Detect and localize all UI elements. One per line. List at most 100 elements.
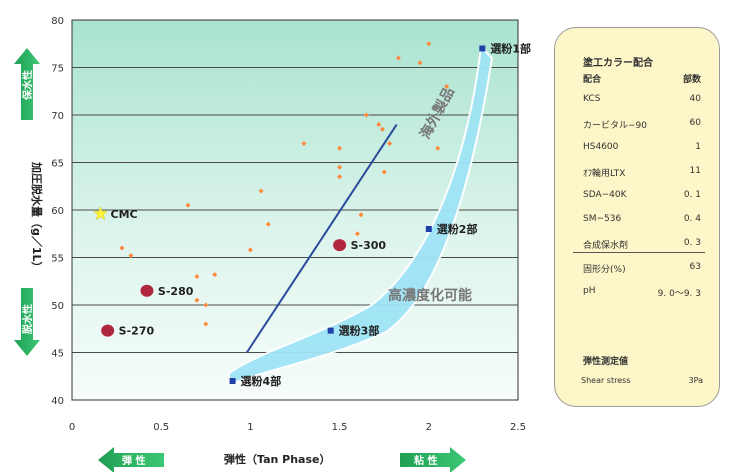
sample-point	[119, 245, 125, 251]
sample-point	[395, 55, 401, 61]
sample-point	[337, 164, 343, 170]
recipe-row: KCS 40	[573, 94, 705, 108]
sample-point	[265, 221, 271, 227]
recipe-value: 1	[695, 142, 701, 152]
recipe-row: 固形分(%) 63	[573, 262, 705, 276]
fraction-point	[327, 327, 334, 334]
sample-point	[376, 122, 382, 127]
recipe-value: 60	[689, 118, 701, 128]
fraction-point	[425, 226, 432, 232]
recipe-item: HS4600	[583, 142, 619, 152]
trend-line	[245, 123, 398, 354]
x-tick-label: 0.5	[153, 422, 169, 433]
x-tick-label: 1	[247, 422, 253, 433]
recipe-item: ｵﾌ輪用LTX	[583, 169, 626, 179]
commercial-point-label: S-280	[158, 285, 194, 298]
x-tick-label: 1.5	[332, 422, 348, 433]
x-axis-title: 弾性（Tan Phase）	[224, 452, 331, 466]
y-tick-label: 60	[51, 206, 64, 217]
y-tick-label: 80	[51, 16, 64, 27]
recipe-item: SM−536	[583, 214, 622, 224]
annotation-high-concentration: 高濃度化可能	[388, 287, 472, 304]
arrow-up-label: 保水性	[21, 70, 34, 101]
arrow-right-label: 粘 性	[414, 454, 437, 467]
reference-point-label: CMC	[111, 208, 138, 221]
sample-point	[381, 169, 387, 175]
sample-point	[212, 272, 218, 278]
recipe-row: SDA−40K 0. 1	[573, 190, 705, 204]
fraction-point-label: 選粉3部	[339, 324, 380, 338]
recipe-header-value: 部数	[682, 75, 701, 85]
fraction-point-label: 選粉2部	[437, 222, 478, 236]
recipe-value: 0. 1	[683, 190, 701, 200]
y-tick-label: 75	[51, 64, 64, 75]
commercial-point	[140, 284, 154, 297]
trend-line-segment	[245, 123, 398, 354]
fraction-point-label: 選粉1部	[490, 42, 531, 56]
sample-point	[194, 274, 200, 279]
y-tick-label: 65	[51, 159, 64, 170]
sample-point	[363, 112, 369, 118]
recipe-header-item: 配合	[583, 75, 602, 85]
x-tick-label: 2	[426, 422, 432, 433]
recipe-header-row: 配合 部数	[573, 72, 705, 86]
sample-point	[354, 231, 360, 237]
arrow-left-elastic: 弾 性	[98, 447, 164, 472]
recipe-row: 合成保水剤 0. 3	[573, 238, 705, 253]
sample-point	[435, 145, 441, 151]
arrow-down-label: 脱水性	[21, 304, 34, 334]
recipe-item: pH	[583, 286, 596, 296]
sample-point	[337, 145, 343, 151]
data-points	[93, 41, 486, 384]
sample-point	[247, 247, 253, 253]
fraction-point-label: 選粉4部	[241, 374, 282, 388]
y-tick-label: 55	[51, 254, 64, 265]
sample-point	[301, 141, 307, 146]
measure-row	[575, 380, 705, 393]
recipe-row: pH 9. 0〜9. 3	[573, 286, 705, 300]
commercial-point-label: S-270	[119, 325, 155, 338]
recipe-row: ｵﾌ輪用LTX 11	[573, 166, 705, 180]
sample-point	[194, 297, 200, 303]
arrow-right-viscous: 粘 性	[400, 447, 466, 472]
x-tick-label: 0	[69, 422, 75, 433]
recipe-value: 0. 3	[683, 238, 701, 248]
sample-point	[358, 212, 364, 218]
recipe-value: 40	[689, 94, 701, 104]
recipe-item: カービタル−90	[583, 121, 647, 131]
fraction-point	[479, 45, 486, 52]
recipe-item: SDA−40K	[583, 190, 627, 200]
measure-value: 3Pa	[688, 376, 703, 385]
arrow-up-retention: 保水性	[14, 48, 40, 120]
recipe-row: SM−536 0. 4	[573, 214, 705, 228]
measure-title: 弾性測定値	[583, 357, 629, 367]
recipe-value: 11	[689, 166, 701, 176]
recipe-title: 塗工カラー配合	[583, 58, 653, 69]
y-tick-label: 40	[51, 396, 64, 407]
fraction-point	[229, 378, 236, 384]
commercial-point	[333, 239, 347, 252]
sample-point	[444, 84, 450, 89]
arrow-down-dewatering: 脱水性	[14, 288, 40, 356]
recipe-panel: 塗工カラー配合 配合 部数 KCS 40 カービタル−90 60 HS4600 …	[554, 27, 720, 407]
recipe-value: 9. 0〜9. 3	[657, 289, 701, 299]
recipe-row: HS4600 1	[573, 142, 705, 156]
commercial-point	[101, 324, 115, 337]
recipe-item: 固形分(%)	[583, 265, 626, 275]
reference-point	[93, 206, 108, 221]
recipe-value: 63	[689, 262, 701, 272]
y-axis-title: 加圧脱水量（g／1L）	[30, 161, 44, 273]
measure-row: Shear stress 3Pa	[575, 376, 705, 389]
sample-point	[258, 188, 264, 194]
sample-point	[379, 126, 385, 132]
recipe-value: 0. 4	[683, 214, 701, 224]
commercial-point-label: S-300	[351, 239, 387, 252]
plot-frame	[71, 19, 519, 401]
axes: 40 45 50 55 60 65 70 75 80 0 0.5 1 1.5 2 2.5	[51, 16, 526, 433]
sample-point	[128, 253, 134, 259]
arrow-left-label: 弾 性	[122, 454, 145, 467]
sample-point	[426, 41, 432, 47]
recipe-item: KCS	[583, 94, 601, 104]
